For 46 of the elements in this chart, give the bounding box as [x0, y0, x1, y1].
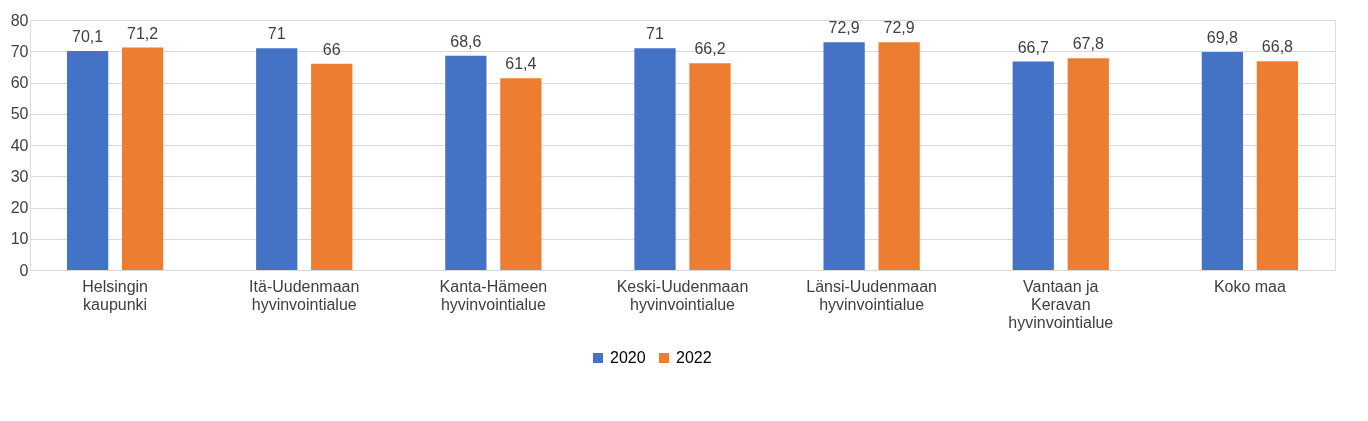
y-tick-label: 30 [10, 167, 29, 185]
y-tick-label: 80 [10, 11, 29, 29]
bar [1067, 58, 1109, 270]
data-label: 71 [646, 25, 664, 43]
y-tick-label: 20 [10, 199, 29, 216]
x-tick-label: Itä-Uudenmaan hyvinvointialue [249, 277, 360, 313]
x-tick-label: Koko maa [1213, 277, 1287, 295]
bar [1012, 61, 1054, 270]
bar [66, 50, 109, 270]
bar [689, 63, 731, 270]
x-tick-label: Helsingin kaupunki [82, 277, 149, 313]
data-label: 66,2 [694, 40, 726, 58]
y-tick-label: 40 [10, 136, 29, 154]
data-label: 72,9 [828, 19, 860, 37]
x-tick-label: Länsi-Uudenmaan hyvinvointialue [806, 277, 938, 313]
bar [121, 47, 164, 270]
y-tick-label: 50 [10, 105, 29, 123]
data-label: 71,2 [127, 24, 159, 42]
x-tick-label: Kanta-Hämeen hyvinvointialue [439, 277, 548, 313]
data-label: 69,8 [1206, 28, 1239, 46]
bar [256, 48, 298, 270]
bar [1256, 61, 1299, 270]
data-label: 72,9 [883, 19, 915, 37]
bar [500, 78, 542, 270]
data-label: 66,7 [1017, 38, 1049, 56]
data-label: 68,6 [450, 32, 482, 50]
data-label: 61,4 [505, 55, 537, 73]
bar [1201, 51, 1244, 270]
x-tick-label: Vantaan ja Keravan hyvinvointialue [1008, 277, 1114, 331]
data-label: 71 [267, 25, 286, 43]
x-tick-label: Keski-Uudenmaan hyvinvointialue [616, 277, 749, 313]
y-tick-label: 60 [10, 74, 29, 91]
bar [445, 55, 487, 270]
legend-label: 2022 [676, 349, 712, 366]
data-label: 67,8 [1072, 35, 1104, 53]
bar [878, 42, 920, 270]
bar [634, 48, 676, 270]
bar [823, 42, 865, 270]
y-tick-label: 10 [10, 230, 29, 248]
y-tick-label: 0 [19, 261, 29, 279]
y-tick-label: 70 [10, 42, 29, 60]
data-label: 66,8 [1261, 38, 1294, 56]
data-label: 66 [322, 40, 341, 58]
legend-label: 2020 [610, 349, 646, 366]
data-label: 70,1 [72, 27, 104, 45]
bar [311, 63, 353, 270]
